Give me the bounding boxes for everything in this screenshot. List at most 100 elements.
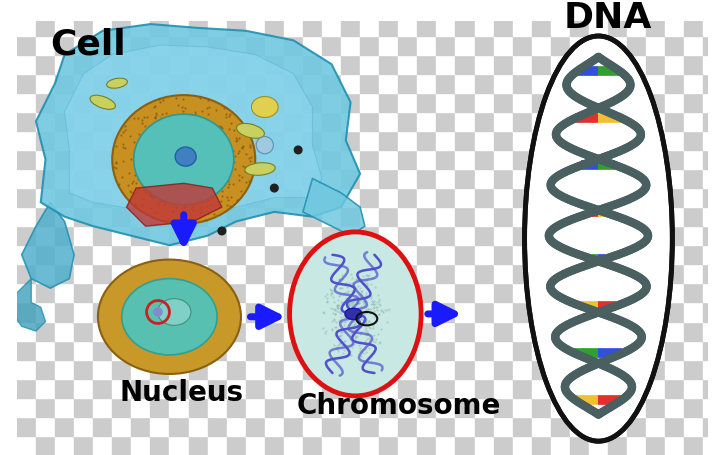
Bar [207, 0, 227, 16]
Bar [494, 93, 513, 112]
Bar [608, 436, 627, 455]
Bar [627, 35, 646, 55]
Bar [246, 417, 265, 436]
Bar [150, 417, 170, 436]
Bar [360, 74, 379, 93]
Bar [74, 341, 94, 359]
Bar [722, 112, 725, 131]
Bar [475, 0, 494, 16]
Bar [284, 55, 303, 74]
Bar [551, 16, 570, 35]
Bar [246, 322, 265, 341]
Bar [379, 16, 398, 35]
Bar [322, 0, 341, 16]
Bar [322, 93, 341, 112]
Bar [303, 0, 322, 16]
Ellipse shape [157, 298, 191, 325]
Bar [684, 207, 703, 226]
Bar [531, 131, 551, 150]
Bar [36, 283, 55, 303]
Bar [646, 131, 666, 150]
Bar [703, 150, 722, 169]
Bar [418, 55, 436, 74]
Bar [551, 188, 570, 207]
Bar [265, 245, 284, 264]
Bar [418, 303, 436, 322]
Bar [360, 322, 379, 341]
Bar [131, 188, 150, 207]
Bar [455, 112, 475, 131]
Bar [589, 55, 608, 74]
Bar [570, 398, 589, 417]
Bar [494, 379, 513, 398]
Bar [36, 207, 55, 226]
Bar [360, 150, 379, 169]
Bar [703, 93, 722, 112]
Bar [570, 417, 589, 436]
Bar [207, 322, 227, 341]
Bar [646, 0, 666, 16]
Bar [36, 74, 55, 93]
Bar [589, 322, 608, 341]
Bar [475, 379, 494, 398]
Bar [150, 169, 170, 188]
Bar [207, 207, 227, 226]
Bar [341, 379, 360, 398]
Bar [475, 35, 494, 55]
Bar [608, 283, 627, 303]
Bar [551, 303, 570, 322]
Bar [170, 93, 188, 112]
Bar [436, 398, 455, 417]
Bar [418, 283, 436, 303]
Bar [227, 169, 246, 188]
Bar [646, 283, 666, 303]
Bar [570, 226, 589, 245]
Bar [570, 359, 589, 379]
Bar [112, 322, 131, 341]
Bar [475, 283, 494, 303]
Bar [284, 226, 303, 245]
Bar [398, 245, 418, 264]
Bar [150, 207, 170, 226]
Bar [551, 245, 570, 264]
Bar [284, 93, 303, 112]
Bar [17, 226, 36, 245]
Bar [36, 303, 55, 322]
Bar [131, 436, 150, 455]
Bar [494, 131, 513, 150]
Bar [55, 188, 74, 207]
Bar [131, 379, 150, 398]
Bar [627, 16, 646, 35]
Bar [74, 55, 94, 74]
Bar [303, 16, 322, 35]
Bar [513, 322, 531, 341]
Bar [150, 322, 170, 341]
Bar [513, 398, 531, 417]
Bar [398, 16, 418, 35]
Bar [74, 398, 94, 417]
Bar [131, 303, 150, 322]
Bar [627, 398, 646, 417]
Ellipse shape [122, 278, 217, 355]
Polygon shape [303, 178, 365, 236]
Bar [608, 131, 627, 150]
Bar [265, 150, 284, 169]
Bar [455, 93, 475, 112]
Bar [646, 55, 666, 74]
Bar [341, 359, 360, 379]
Bar [436, 188, 455, 207]
Bar [17, 74, 36, 93]
Bar [551, 398, 570, 417]
Bar [360, 112, 379, 131]
Bar [170, 245, 188, 264]
Bar [55, 417, 74, 436]
Bar [74, 93, 94, 112]
Bar [112, 226, 131, 245]
Bar [551, 93, 570, 112]
Bar [112, 207, 131, 226]
Bar [513, 359, 531, 379]
Bar [284, 303, 303, 322]
Bar [55, 169, 74, 188]
Bar [74, 207, 94, 226]
Bar [379, 0, 398, 16]
